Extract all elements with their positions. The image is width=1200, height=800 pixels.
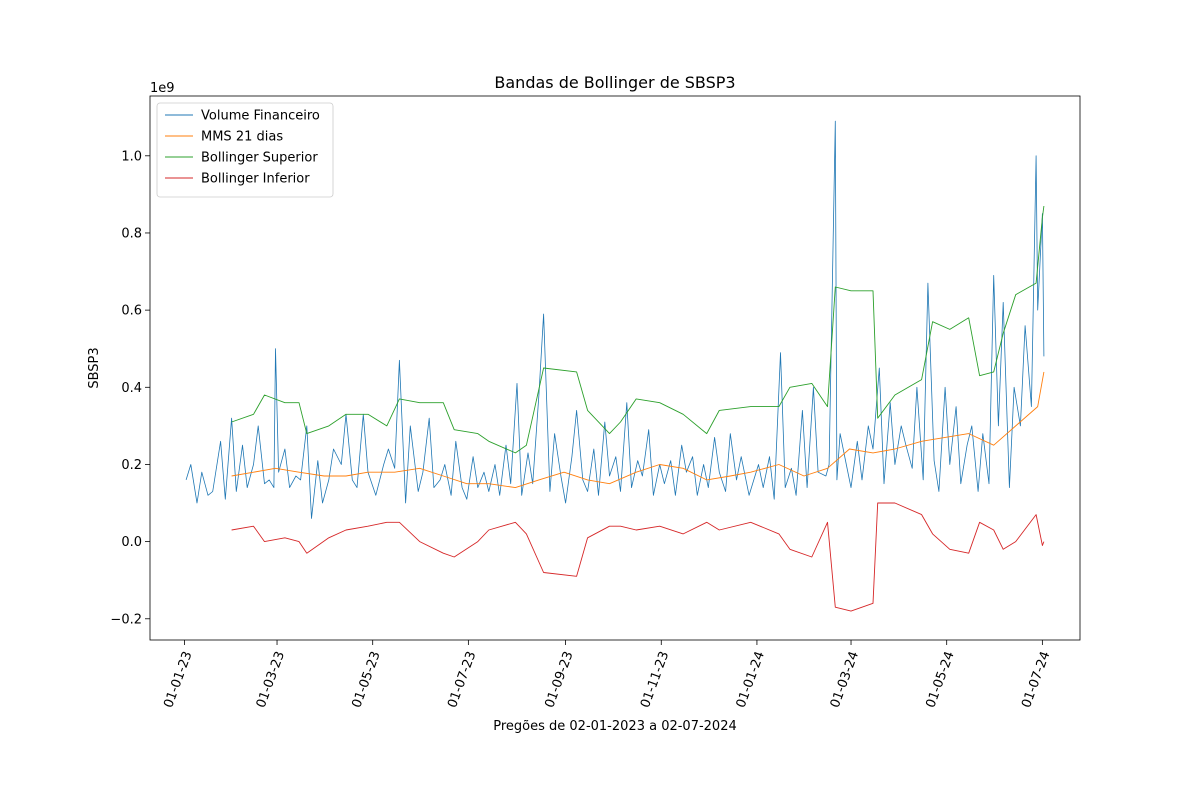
y-tick-label: 0.4	[121, 381, 142, 396]
plot-area	[185, 120, 1045, 612]
plot-frame	[149, 95, 1081, 641]
series-line-bollinger-inferior	[231, 502, 1045, 612]
y-axis: −0.2 0.0 0.2 0.4 0.6 0.8 1.0	[110, 149, 150, 627]
x-tick-label: 01-05-23	[349, 649, 383, 710]
x-tick-label: 01-03-24	[828, 649, 862, 710]
legend-label-bollinger-superior: Bollinger Superior	[201, 151, 318, 166]
legend-label-volume-financeiro: Volume Financeiro	[201, 109, 320, 124]
series-line-mms-21-dias	[231, 371, 1045, 489]
y-tick-label: 0.2	[121, 458, 142, 473]
x-axis: 01-01-23 01-03-23 01-05-23 01-07-23 01-09-23…	[161, 640, 1053, 710]
x-tick-label: 01-11-23	[638, 649, 672, 710]
y-tick-label: 1.0	[121, 149, 142, 164]
x-tick-label: 01-05-24	[923, 649, 957, 710]
x-tick-label: 01-01-24	[734, 649, 768, 710]
y-tick-label: 0.6	[121, 304, 142, 319]
x-tick-label: 01-07-24	[1019, 649, 1053, 710]
legend-label-bollinger-inferior: Bollinger Inferior	[201, 172, 310, 187]
chart-title: Bandas de Bollinger de SBSP3	[494, 73, 735, 92]
y-tick-label: 0.8	[121, 226, 142, 241]
y-axis-label: SBSP3	[87, 347, 102, 388]
series-line-volume-financeiro	[185, 120, 1045, 519]
y-tick-label: 0.0	[121, 535, 142, 550]
x-tick-label: 01-01-23	[161, 649, 195, 710]
y-tick-label: −0.2	[110, 612, 142, 627]
legend: Volume Financeiro MMS 21 dias Bollinger Su…	[156, 102, 334, 198]
y-axis-multiplier: 1e9	[150, 81, 175, 96]
series-line-bollinger-superior	[231, 205, 1045, 454]
x-tick-label: 01-09-23	[542, 649, 576, 710]
x-tick-label: 01-07-23	[445, 649, 479, 710]
legend-label-mms-21-dias: MMS 21 dias	[201, 130, 283, 145]
legend-frame	[156, 102, 334, 198]
x-tick-label: 01-03-23	[254, 649, 288, 710]
x-axis-label: Pregões de 02-01-2023 a 02-07-2024	[493, 719, 737, 734]
